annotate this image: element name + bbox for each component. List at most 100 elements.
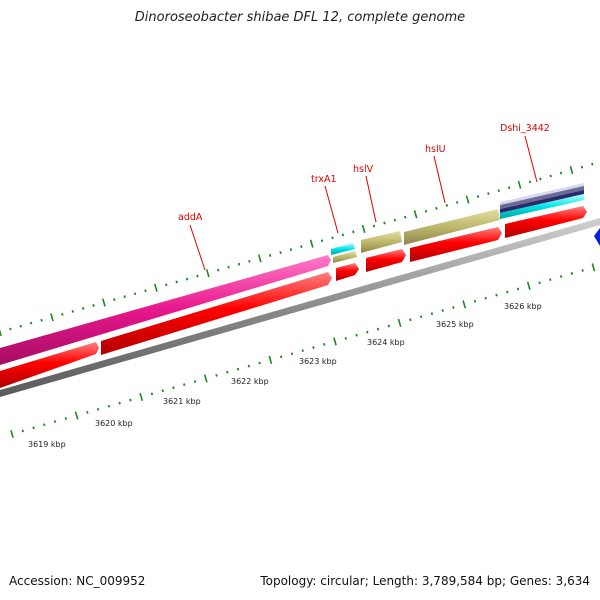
upper-tick-major [569, 165, 574, 175]
upper-tick-minor [331, 236, 334, 240]
kbp-tick-minor [376, 327, 380, 331]
upper-tick-minor [341, 233, 345, 237]
upper-tick-major [50, 313, 54, 322]
upper-tick-major [0, 329, 2, 337]
upper-tick-major [517, 180, 522, 189]
upper-tick-minor [133, 292, 137, 296]
gene-label-hslU: hslU [425, 144, 446, 155]
upper-tick-minor [9, 327, 12, 331]
upper-tick-minor [372, 224, 376, 228]
kbp-tick-minor [344, 336, 347, 340]
kbp-tick-minor [301, 349, 304, 353]
kbp-tick-major [462, 300, 467, 309]
upper-tick-minor [456, 201, 459, 204]
kbp-tick-minor [366, 330, 369, 334]
feature-Dshi_3442-band-1 [500, 183, 584, 205]
kbp-tick-minor [64, 417, 68, 420]
kbp-tick-minor [549, 278, 552, 282]
kbp-tick-major [10, 429, 14, 439]
kbp-tick-minor [193, 380, 197, 383]
upper-tick-minor [300, 245, 303, 249]
kbp-label: 3619 kbp [28, 440, 66, 449]
upper-tick-major [257, 254, 262, 263]
cds-segment-hslV [366, 249, 406, 272]
upper-tick-minor [175, 280, 178, 284]
upper-tick-minor [123, 295, 126, 299]
kbp-tick-major [591, 263, 596, 272]
kbp-tick-minor [43, 423, 46, 427]
kbp-tick-minor [53, 420, 57, 424]
upper-tick-major [154, 283, 158, 292]
upper-tick-minor [424, 209, 428, 213]
upper-tick-minor [29, 321, 33, 325]
kbp-tick-minor [495, 293, 498, 297]
kbp-tick-labels: 3619 kbp 3620 kbp 3621 kbp 3622 kbp 3623 kbp… [28, 302, 542, 449]
label-leader-Dshi_3442 [524, 135, 538, 183]
upper-tick-minor [445, 203, 448, 207]
kbp-tick-minor [247, 364, 251, 368]
cds-segment-trxA1 [336, 263, 359, 281]
upper-tick-minor [248, 259, 251, 263]
upper-tick-minor [71, 309, 74, 313]
upper-tick-major [205, 269, 210, 278]
label-leader-hslU [433, 155, 446, 204]
kbp-tick-minor [150, 392, 154, 396]
upper-tick-minor [404, 215, 407, 219]
kbp-tick-minor [355, 333, 358, 337]
kbp-label: 3624 kbp [367, 338, 405, 347]
upper-tick-major [361, 224, 366, 234]
topology-value: circular [320, 574, 365, 588]
kbp-tick-minor [96, 407, 100, 411]
upper-tick-minor [227, 265, 230, 269]
upper-tick-minor [435, 206, 438, 210]
accession-info: Accession: NC_009952 [9, 574, 145, 588]
label-leader-trxA1 [324, 185, 339, 234]
kbp-tick-minor [161, 389, 164, 393]
kbp-tick-minor [419, 315, 423, 319]
label-leader-addA [189, 224, 206, 271]
kbp-tick-major [526, 281, 531, 290]
kbp-tick-minor [581, 269, 584, 272]
kbp-label: 3620 kbp [95, 419, 133, 428]
kbp-tick-minor [172, 386, 175, 390]
upper-tick-major [309, 239, 314, 248]
upper-tick-minor [40, 318, 43, 322]
upper-tick-minor [144, 289, 147, 293]
genome-summary: Topology: circular; Length: 3,789,584 bp… [260, 574, 590, 588]
upper-tick-major [465, 195, 470, 204]
kbp-tick-minor [506, 290, 509, 294]
kbp-tick-major [139, 392, 144, 402]
kbp-tick-minor [484, 296, 487, 300]
feature-trxA1-olive [333, 251, 357, 263]
kbp-tick-minor [236, 367, 240, 371]
upper-tick-minor [237, 262, 241, 266]
upper-tick-minor [528, 180, 532, 184]
kbp-label: 3626 kbp [504, 302, 542, 311]
kbp-tick-minor [279, 355, 283, 359]
length-value: 3,789,584 bp [421, 574, 502, 588]
kbp-label: 3623 kbp [299, 357, 337, 366]
gene-label-trxA1: trxA1 [311, 174, 337, 185]
genes-value: 3,634 [555, 574, 590, 588]
upper-tick-minor [268, 254, 272, 257]
cds-segment-1 [0, 342, 99, 388]
kbp-tick-minor [290, 352, 294, 356]
kbp-tick-minor [312, 346, 315, 349]
upper-tick-minor [196, 274, 199, 278]
upper-tick-minor [113, 298, 116, 302]
upper-tick-major [102, 298, 106, 307]
upper-tick-minor [92, 304, 95, 307]
feature-addA-track [0, 255, 331, 365]
kbp-tick-minor [559, 275, 563, 278]
upper-tick-minor [279, 251, 282, 254]
upper-tick-minor [580, 165, 584, 169]
gene-label-addA: addA [178, 212, 203, 223]
kbp-tick-minor [538, 281, 541, 285]
kbp-tick-minor [473, 299, 477, 303]
cds-segment-hslU [410, 227, 502, 262]
kbp-tick-minor [570, 272, 574, 275]
feature-Dshi_3442-band-2 [500, 186, 584, 209]
upper-tick-minor [320, 239, 324, 243]
